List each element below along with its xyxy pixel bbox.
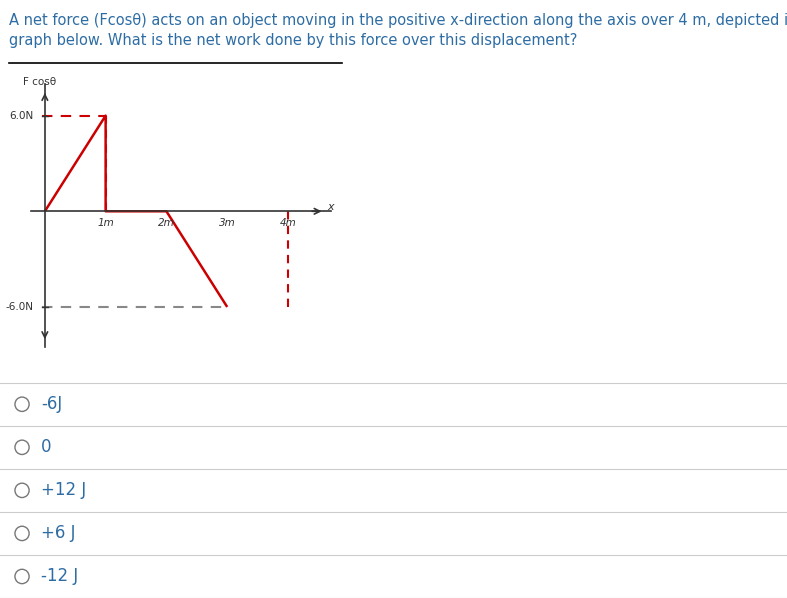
Text: +6 J: +6 J xyxy=(41,524,76,542)
Text: 6.0N: 6.0N xyxy=(9,111,34,121)
Text: 1m: 1m xyxy=(98,218,114,228)
Text: -6.0N: -6.0N xyxy=(6,302,34,312)
Text: A net force (Fcosθ) acts on an object moving in the positive x-direction along t: A net force (Fcosθ) acts on an object mo… xyxy=(9,13,787,28)
Text: x: x xyxy=(327,202,334,212)
Text: 4m: 4m xyxy=(279,218,297,228)
Text: 0: 0 xyxy=(41,438,51,456)
Text: -12 J: -12 J xyxy=(41,568,78,585)
Text: -6J: -6J xyxy=(41,395,62,413)
Text: 3m: 3m xyxy=(219,218,235,228)
Text: 2m: 2m xyxy=(158,218,175,228)
Text: F cosθ: F cosθ xyxy=(24,77,57,87)
Text: graph below. What is the net work done by this force over this displacement?: graph below. What is the net work done b… xyxy=(9,33,578,48)
Text: +12 J: +12 J xyxy=(41,481,86,499)
